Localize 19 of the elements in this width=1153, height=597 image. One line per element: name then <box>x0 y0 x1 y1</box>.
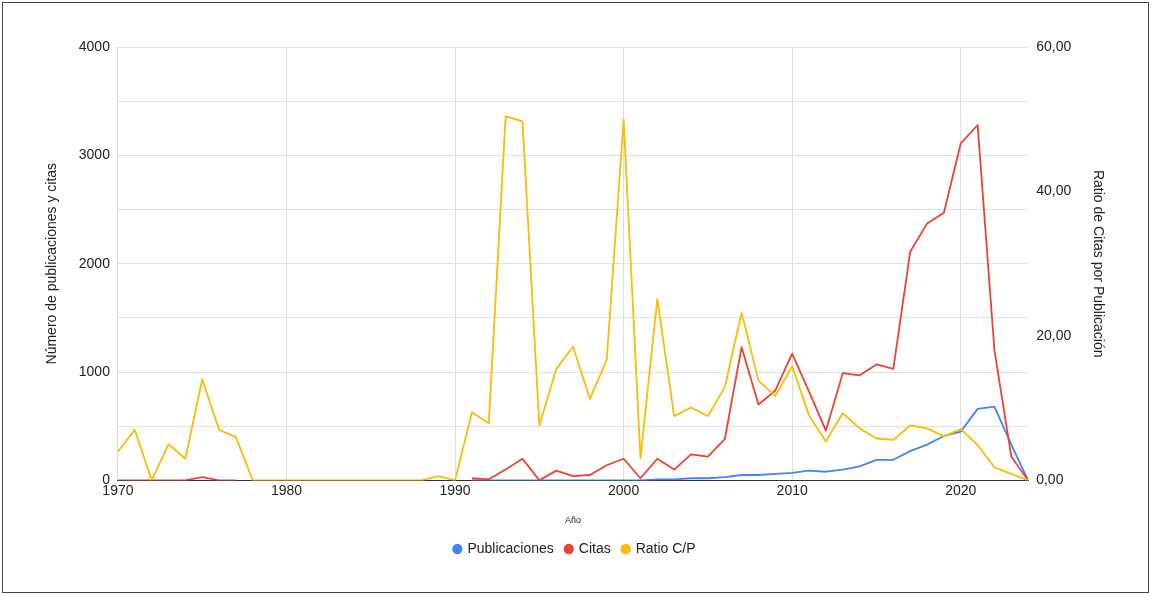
x-tick-label: 2010 <box>776 481 808 498</box>
x-tick-label: 2020 <box>945 481 977 498</box>
y2-axis-title: Ratio de Citas por Publicación <box>1090 169 1107 358</box>
y-tick-label: 1000 <box>78 362 111 379</box>
y-tick-label: 2000 <box>78 254 111 271</box>
y2-tick-label: 60,00 <box>1036 37 1072 54</box>
y-axis-title: Número de publicaciones y citas <box>43 162 60 365</box>
y2-tick-label: 20,00 <box>1036 326 1072 343</box>
x-tick-label: 2000 <box>608 481 640 498</box>
y-tick-label: 3000 <box>78 146 111 163</box>
x-axis-title: Año <box>565 515 582 526</box>
y-tick-label: 4000 <box>78 37 111 54</box>
x-tick-label: 1980 <box>270 481 303 498</box>
x-tick-label: 1990 <box>439 481 471 498</box>
y2-tick-label: 0,00 <box>1036 471 1064 488</box>
legend-label: Citas <box>578 539 611 556</box>
legend-label: Publicaciones <box>467 539 554 556</box>
legend-label: Ratio C/P <box>635 539 696 556</box>
y2-tick-label: 40,00 <box>1036 182 1072 199</box>
